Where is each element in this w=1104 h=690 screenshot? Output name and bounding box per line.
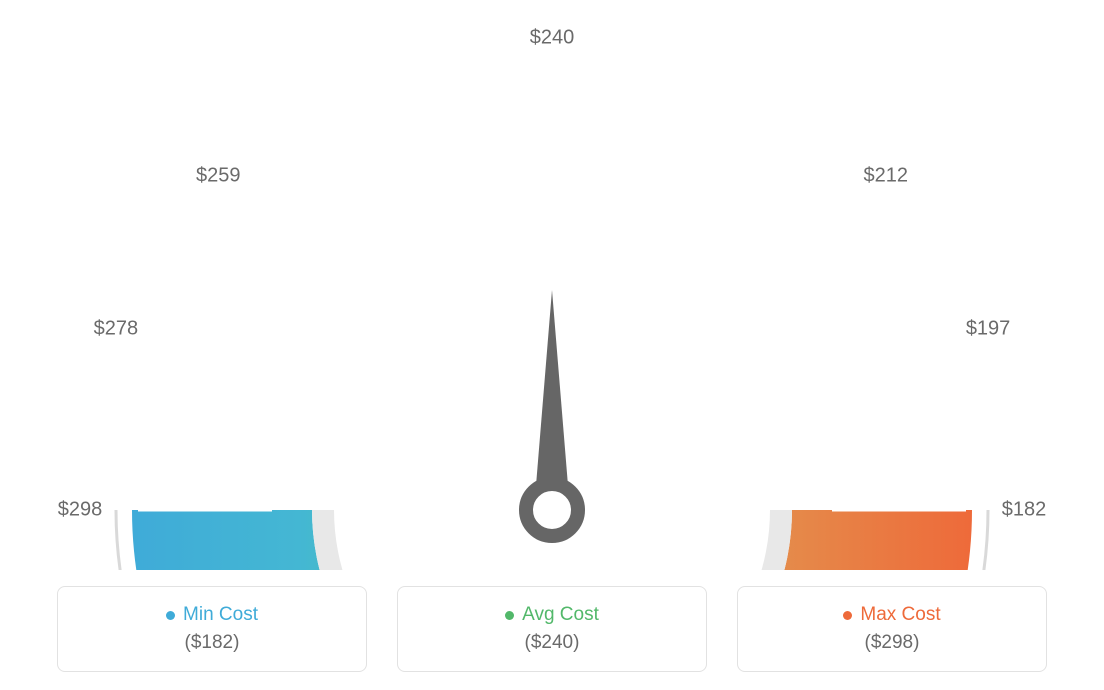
dot-icon xyxy=(843,611,852,620)
legend: Min Cost ($182) Avg Cost ($240) Max Cost… xyxy=(57,586,1047,672)
gauge-tick-label: $212 xyxy=(864,165,909,188)
legend-label: Max Cost xyxy=(860,604,940,626)
dot-icon xyxy=(166,611,175,620)
legend-value: ($182) xyxy=(185,632,240,654)
dot-icon xyxy=(505,611,514,620)
legend-value: ($240) xyxy=(525,632,580,654)
legend-card-max: Max Cost ($298) xyxy=(737,586,1047,672)
gauge-tick-label: $240 xyxy=(530,27,575,50)
gauge-tick-label: $259 xyxy=(196,165,241,188)
legend-card-min: Min Cost ($182) xyxy=(57,586,367,672)
legend-label: Avg Cost xyxy=(522,604,599,626)
gauge-tick-label: $197 xyxy=(966,318,1011,341)
legend-value: ($298) xyxy=(865,632,920,654)
cost-gauge: $182 $197 $212 $240 $259 $278 $298 xyxy=(22,10,1082,570)
gauge-tick-label: $182 xyxy=(1002,499,1047,522)
gauge-tick-label: $278 xyxy=(94,318,139,341)
gauge-tick-label: $298 xyxy=(58,499,103,522)
legend-label: Min Cost xyxy=(183,604,258,626)
gauge-svg xyxy=(22,10,1082,570)
legend-card-avg: Avg Cost ($240) xyxy=(397,586,707,672)
